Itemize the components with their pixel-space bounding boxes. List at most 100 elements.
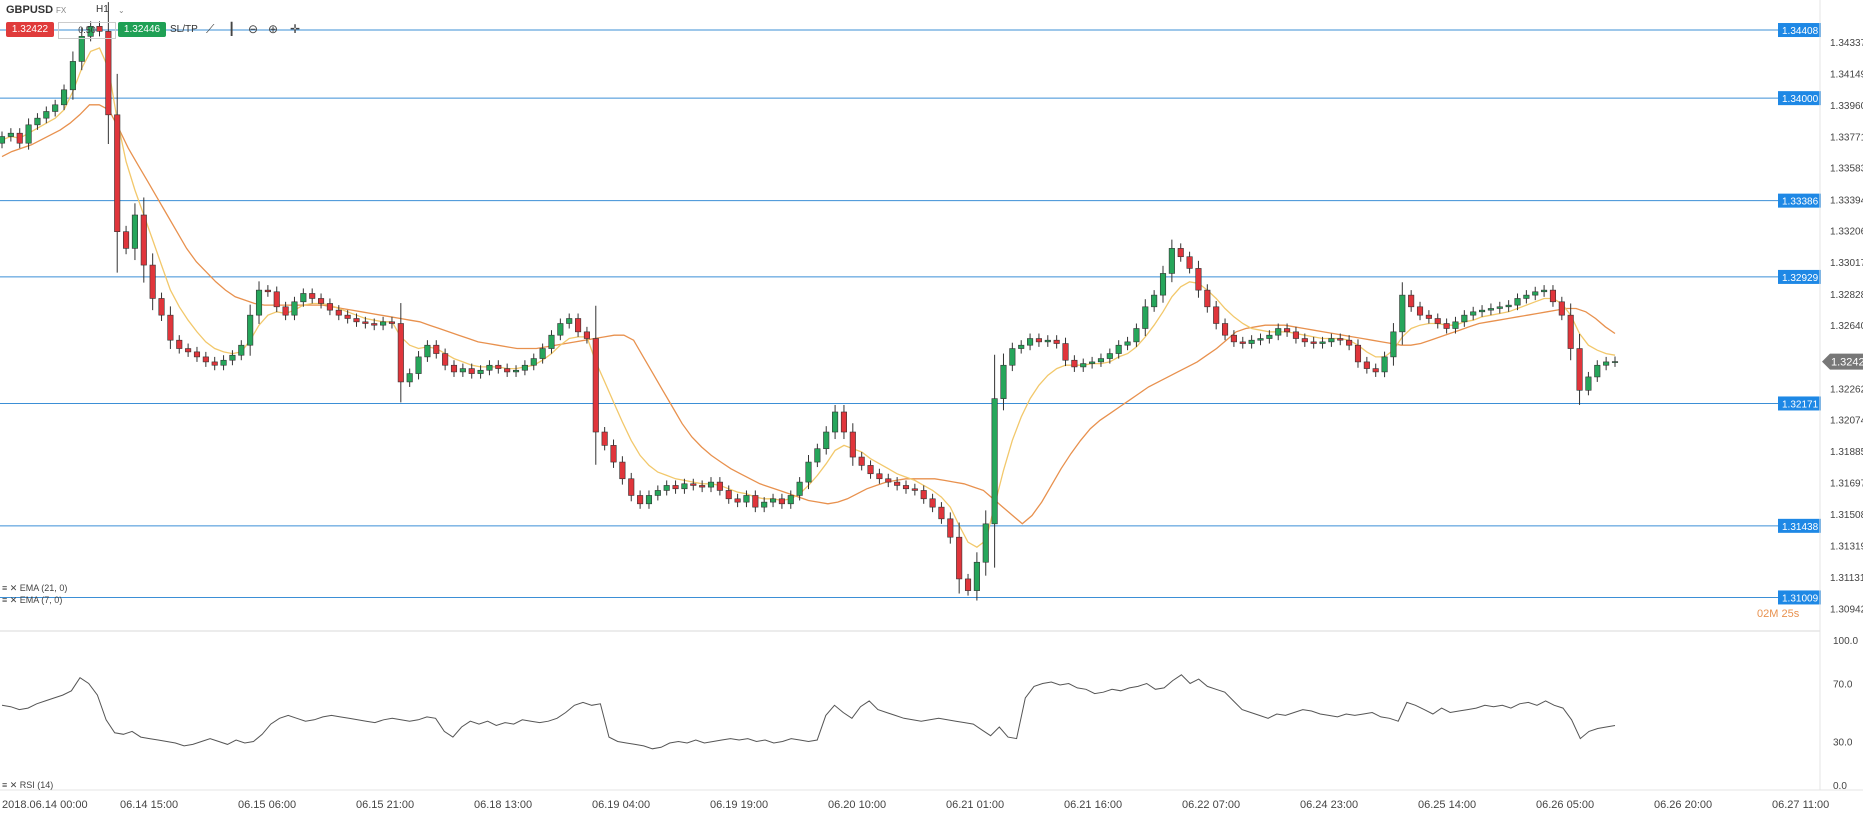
- candle-up: [1142, 306, 1149, 329]
- candle-up: [991, 398, 998, 525]
- sell-button[interactable]: 1.32422: [6, 22, 54, 37]
- time-axis[interactable]: 2018.06.14 00:00 06.14 15:00 06.15 06:00 06…: [2, 799, 1829, 811]
- candle-up: [823, 431, 830, 450]
- ema7-legend[interactable]: ≡ ✕ EMA (7, 0): [2, 595, 63, 605]
- candle-down: [1408, 294, 1415, 308]
- candle-down: [1053, 339, 1060, 344]
- candle-up: [291, 301, 298, 316]
- zoom-out-icon[interactable]: ⊖: [248, 22, 259, 36]
- candle-down: [105, 31, 112, 116]
- candle-down: [1416, 306, 1424, 316]
- candle-down: [601, 431, 608, 446]
- horizontal-line-label-bg: [1778, 590, 1821, 605]
- time-tick-label: 06.15 21:00: [356, 799, 414, 811]
- price-tick-label: 1.33960: [1830, 101, 1863, 112]
- candle-up: [512, 369, 520, 373]
- time-tick-label: 06.26 05:00: [1536, 799, 1594, 811]
- time-tick-label: 06.21 01:00: [946, 799, 1004, 811]
- price-tick-label: 1.31697: [1830, 479, 1863, 490]
- candle-up: [300, 293, 307, 303]
- candle-up: [25, 124, 32, 144]
- price-tick-label: 1.32640: [1830, 321, 1863, 332]
- candle-up: [796, 481, 803, 496]
- candle-up: [1151, 294, 1158, 308]
- candle-up: [247, 314, 254, 346]
- candle-down: [344, 314, 351, 319]
- candle-down: [947, 518, 954, 538]
- candle-down: [1434, 318, 1441, 324]
- candle-up: [477, 369, 484, 374]
- candle-down: [583, 331, 590, 339]
- time-tick-label: 06.22 07:00: [1182, 799, 1240, 811]
- candle-up: [1381, 356, 1388, 373]
- candle-up: [805, 461, 812, 483]
- candle-down: [1186, 256, 1193, 269]
- price-tick-label: 1.32074: [1830, 416, 1863, 427]
- line-chart-icon[interactable]: ⟋: [206, 22, 215, 36]
- candle-down: [211, 361, 218, 366]
- candle-down: [1354, 344, 1362, 363]
- horizontal-line-label-bg: [1778, 396, 1821, 411]
- ema21-legend[interactable]: ≡ ✕ EMA (21, 0): [2, 583, 68, 593]
- candle-down: [1284, 328, 1291, 333]
- time-tick-label: 06.26 20:00: [1654, 799, 1712, 811]
- candle-down: [911, 488, 918, 491]
- candle-down: [778, 498, 785, 505]
- sltp-button[interactable]: SL/TP: [170, 24, 198, 35]
- candle-up: [238, 344, 245, 356]
- buy-button[interactable]: 1.32446: [118, 22, 166, 37]
- lot-size-input[interactable]: 0.50: [58, 22, 116, 39]
- crosshair-icon[interactable]: ✛: [290, 22, 301, 36]
- candle-up: [1018, 344, 1025, 349]
- price-tick-label: 1.33017: [1830, 258, 1863, 269]
- ema21-legend-label: EMA (21, 0): [19, 583, 68, 593]
- candle-down: [362, 321, 369, 324]
- candle-down: [1372, 368, 1379, 373]
- rsi-line: [1, 674, 1616, 750]
- symbol-label[interactable]: GBPUSD: [6, 4, 54, 16]
- candle-down: [397, 323, 404, 383]
- rsi-legend[interactable]: ≡ ✕ RSI (14): [2, 780, 54, 790]
- time-tick-label: 06.21 16:00: [1064, 799, 1122, 811]
- price-tick-label: 1.31131: [1830, 573, 1863, 584]
- candle-up: [707, 481, 715, 488]
- candle-up: [1452, 321, 1459, 329]
- candle-down: [282, 306, 289, 316]
- candle-up: [424, 344, 431, 358]
- candle-down: [318, 298, 325, 304]
- candle-down: [1239, 341, 1246, 344]
- zoom-in-icon[interactable]: ⊕: [268, 22, 279, 36]
- candle-up: [787, 495, 794, 505]
- candle-down: [876, 473, 883, 480]
- rsi-tick-label: 30.0: [1833, 738, 1853, 749]
- market-label[interactable]: FX: [56, 6, 67, 15]
- candle-up: [7, 132, 14, 137]
- candle-up: [1514, 298, 1521, 306]
- candle-up: [973, 561, 980, 591]
- ema21-line: [1, 104, 1616, 525]
- candle-down: [628, 478, 635, 496]
- candle-up: [1009, 348, 1016, 366]
- candle-up: [1603, 361, 1610, 366]
- candle-down: [495, 364, 502, 369]
- price-axis[interactable]: 1.34337 1.34149 1.33960 1.33771 1.33583 1.333…: [1830, 38, 1863, 616]
- timeframe-label[interactable]: H1: [96, 4, 109, 15]
- candle-down: [1301, 338, 1308, 343]
- candle-down: [610, 445, 617, 463]
- candle-down: [849, 431, 856, 458]
- time-tick-label: 06.24 23:00: [1300, 799, 1358, 811]
- candlestick-icon[interactable]: ┃: [228, 22, 236, 36]
- horizontal-line-label: 1.31438: [1782, 522, 1819, 533]
- candle-down: [16, 132, 23, 144]
- candle-up: [1479, 309, 1486, 313]
- candle-down: [920, 490, 927, 500]
- current-price-label: 1.32422: [1831, 357, 1863, 369]
- chevron-down-icon[interactable]: ⌄: [118, 6, 125, 15]
- candles-layer: [0, 2, 1619, 601]
- candle-up: [380, 321, 387, 326]
- time-tick-label: 06.25 14:00: [1418, 799, 1476, 811]
- rsi-tick-label: 100.0: [1833, 636, 1858, 647]
- ema7-legend-label: EMA (7, 0): [19, 595, 63, 605]
